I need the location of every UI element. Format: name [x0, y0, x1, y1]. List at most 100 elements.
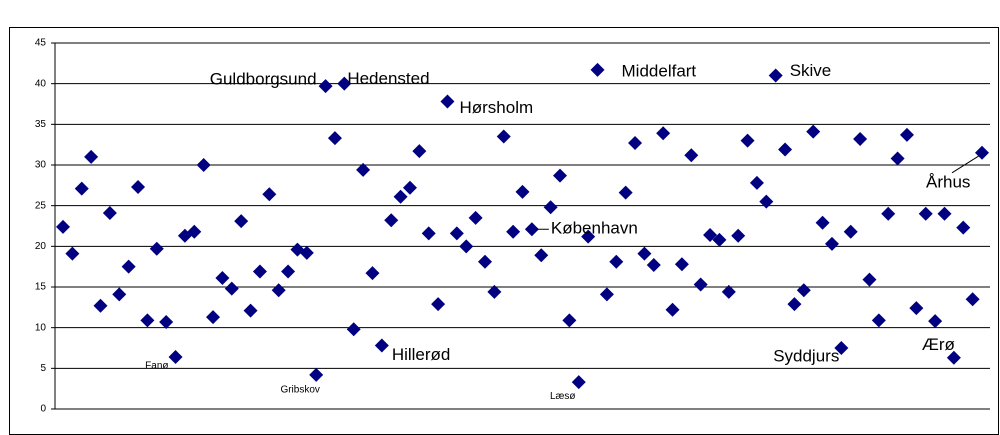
data-point	[515, 184, 530, 199]
data-point	[56, 219, 70, 234]
y-tick-label: 35	[35, 119, 47, 130]
data-point	[543, 200, 558, 215]
data-point	[102, 205, 117, 220]
data-point	[477, 254, 492, 269]
data-point	[309, 367, 324, 382]
data-point	[899, 127, 914, 142]
data-point	[524, 222, 539, 237]
data-point	[703, 227, 718, 242]
data-point	[693, 277, 708, 292]
data-point	[65, 246, 80, 261]
data-point	[206, 310, 221, 325]
data-point	[871, 313, 886, 328]
data-point	[618, 185, 633, 200]
data-point	[815, 215, 830, 230]
data-point	[140, 313, 155, 328]
data-point	[534, 248, 549, 263]
data-point	[159, 314, 174, 329]
data-point	[628, 136, 643, 151]
point-label: Læsø	[550, 391, 576, 402]
chart-border	[9, 27, 999, 435]
data-point	[965, 292, 980, 307]
y-tick-label: 20	[35, 241, 47, 252]
point-label: Hørsholm	[459, 98, 533, 117]
point-label: Fanø	[145, 361, 168, 372]
data-point	[759, 194, 774, 209]
data-point	[281, 264, 296, 279]
point-label: Middelfart	[622, 61, 697, 80]
data-point	[778, 142, 793, 157]
data-point	[721, 284, 736, 299]
data-point	[956, 220, 971, 235]
data-point	[187, 224, 202, 239]
data-point	[590, 62, 605, 77]
data-point	[909, 301, 924, 316]
data-point	[862, 272, 877, 287]
point-label: Syddjurs	[773, 346, 839, 365]
data-point	[440, 94, 455, 109]
data-point	[740, 133, 755, 148]
data-point	[806, 124, 821, 139]
y-tick-label: 30	[35, 160, 47, 171]
data-point	[431, 297, 446, 312]
data-point	[327, 131, 342, 146]
data-point	[796, 283, 811, 298]
data-point	[196, 158, 211, 172]
data-point	[553, 168, 568, 183]
data-point	[393, 189, 408, 204]
point-label: Gribskov	[280, 384, 319, 395]
data-point	[937, 206, 952, 221]
point-label: Skive	[790, 61, 832, 80]
data-point	[215, 271, 230, 286]
data-point	[384, 213, 399, 228]
data-point	[918, 206, 933, 221]
data-point	[84, 149, 99, 164]
data-point	[881, 206, 896, 221]
data-point	[346, 322, 361, 337]
data-point	[946, 350, 961, 365]
data-point	[412, 144, 427, 159]
data-point	[646, 258, 661, 273]
data-point	[74, 181, 89, 196]
data-point	[299, 245, 314, 260]
data-point	[318, 79, 333, 94]
data-point	[637, 246, 652, 261]
data-point	[571, 375, 586, 390]
data-point	[243, 303, 258, 318]
plot-area: 0 5 10 15 20 25 30 35 40 45 Fanø Gribskov Guldborgsu…	[35, 38, 990, 415]
data-point	[131, 179, 146, 194]
data-point	[421, 226, 436, 241]
data-point	[459, 239, 474, 254]
data-point	[374, 338, 389, 353]
data-point	[834, 341, 849, 355]
y-tick-label: 40	[35, 78, 47, 89]
data-point	[121, 259, 136, 274]
data-point	[112, 287, 127, 302]
y-tick-label: 10	[35, 322, 47, 333]
data-point	[928, 314, 943, 329]
data-point	[656, 126, 671, 141]
data-point	[271, 283, 286, 298]
data-point	[712, 232, 727, 247]
data-point	[234, 214, 249, 229]
data-point	[252, 264, 267, 279]
point-label: Århus	[926, 172, 970, 191]
data-point	[224, 281, 239, 296]
data-point	[168, 349, 183, 364]
data-point	[824, 236, 839, 251]
data-point	[599, 287, 614, 302]
data-point	[468, 210, 483, 225]
point-label: Guldborgsund	[210, 70, 317, 89]
data-point	[768, 68, 783, 83]
data-point	[262, 187, 277, 202]
data-point	[674, 257, 689, 272]
point-label: København	[551, 219, 638, 238]
point-label: Hillerød	[392, 345, 451, 364]
data-point	[665, 302, 680, 317]
y-tick-label: 15	[35, 282, 47, 293]
data-point	[506, 224, 521, 239]
data-point	[356, 162, 371, 177]
leader-line	[951, 155, 980, 174]
data-point	[365, 266, 380, 281]
